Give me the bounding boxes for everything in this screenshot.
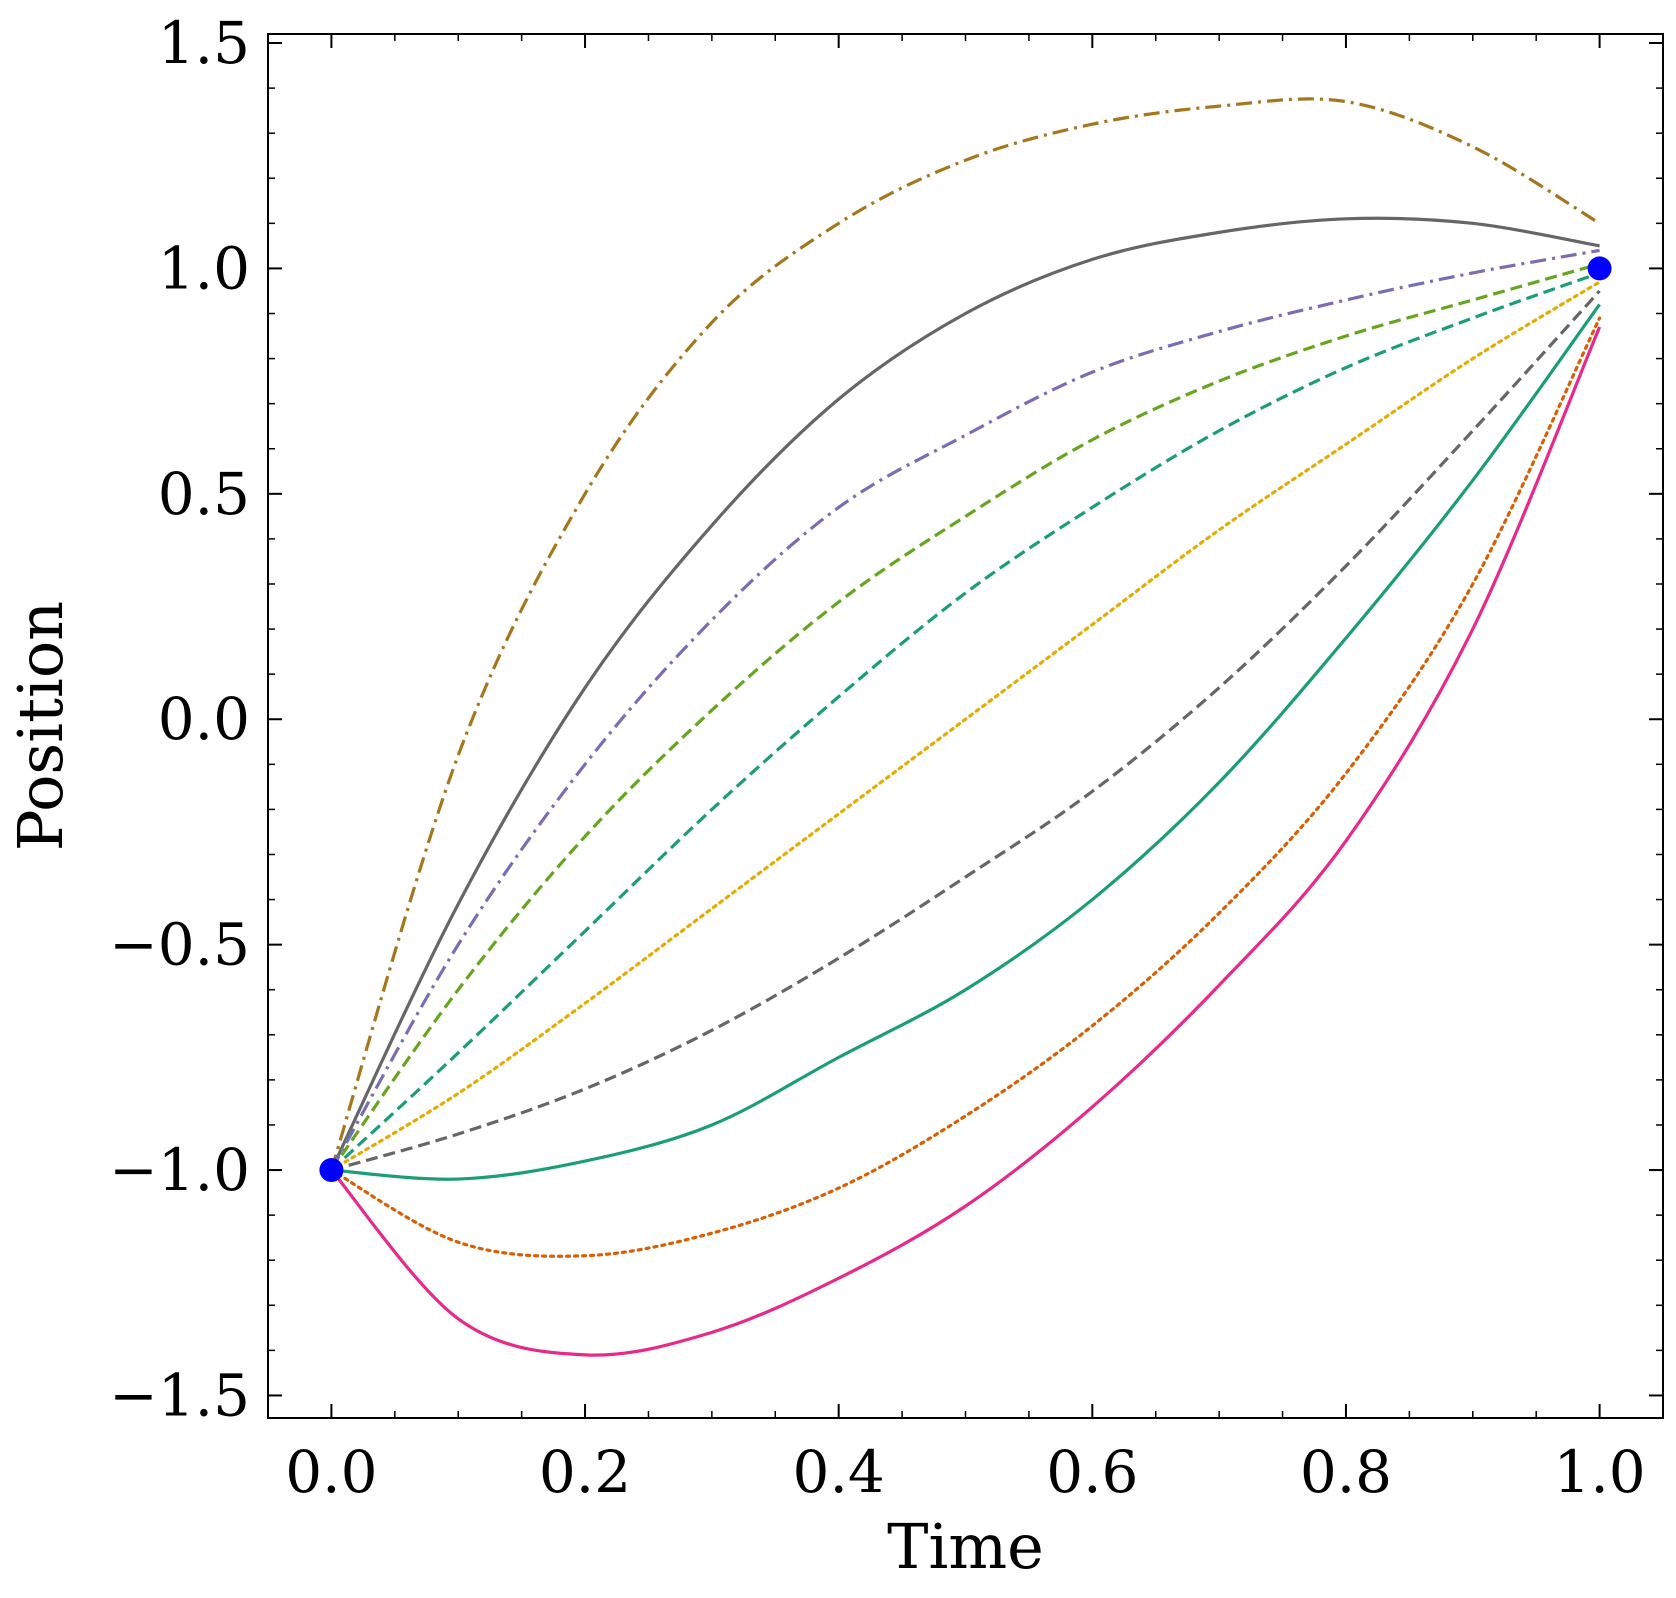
series-line-7 <box>330 289 1601 1172</box>
series-line-1 <box>329 97 1601 1171</box>
y-tick-label: −0.5 <box>109 911 250 979</box>
series-layer <box>329 97 1602 1357</box>
y-tick-label: 0.5 <box>158 460 250 528</box>
endpoint-marker-2 <box>1587 256 1612 281</box>
plot-frame <box>267 33 1664 1419</box>
tick-labels: 0.0 0.2 0.4 0.6 0.8 1.0 −1.5 −1.0 −0.5 0.0 0.5 1.0 1… <box>109 9 1646 1506</box>
x-tick-label: 0.8 <box>1300 1438 1392 1506</box>
x-tick-label: 0.0 <box>285 1438 377 1506</box>
y-tick-label: −1.0 <box>109 1136 250 1204</box>
series-line-5 <box>330 271 1601 1172</box>
series-line-3 <box>330 248 1600 1171</box>
x-axis-label: Time <box>887 1510 1044 1583</box>
endpoint-marker-1 <box>319 1158 344 1183</box>
series-line-4 <box>330 262 1601 1171</box>
series-line-2 <box>329 216 1600 1171</box>
series-line-10 <box>330 326 1602 1357</box>
series-line-9 <box>329 316 1602 1258</box>
x-tick-label: 0.4 <box>793 1438 885 1506</box>
x-tick-label: 0.2 <box>539 1438 631 1506</box>
y-tick-label: 0.0 <box>158 685 250 753</box>
series-line-8 <box>331 303 1601 1181</box>
y-tick-label: −1.5 <box>109 1361 250 1429</box>
x-tick-label: 1.0 <box>1553 1438 1645 1506</box>
axis-ticks <box>267 34 1664 1418</box>
y-tick-label: 1.0 <box>158 234 250 302</box>
endpoint-markers <box>319 256 1612 1183</box>
x-tick-label: 0.6 <box>1046 1438 1138 1506</box>
series-line-6 <box>329 280 1602 1172</box>
y-tick-label: 1.5 <box>158 9 250 77</box>
y-axis-label: Position <box>4 601 77 851</box>
